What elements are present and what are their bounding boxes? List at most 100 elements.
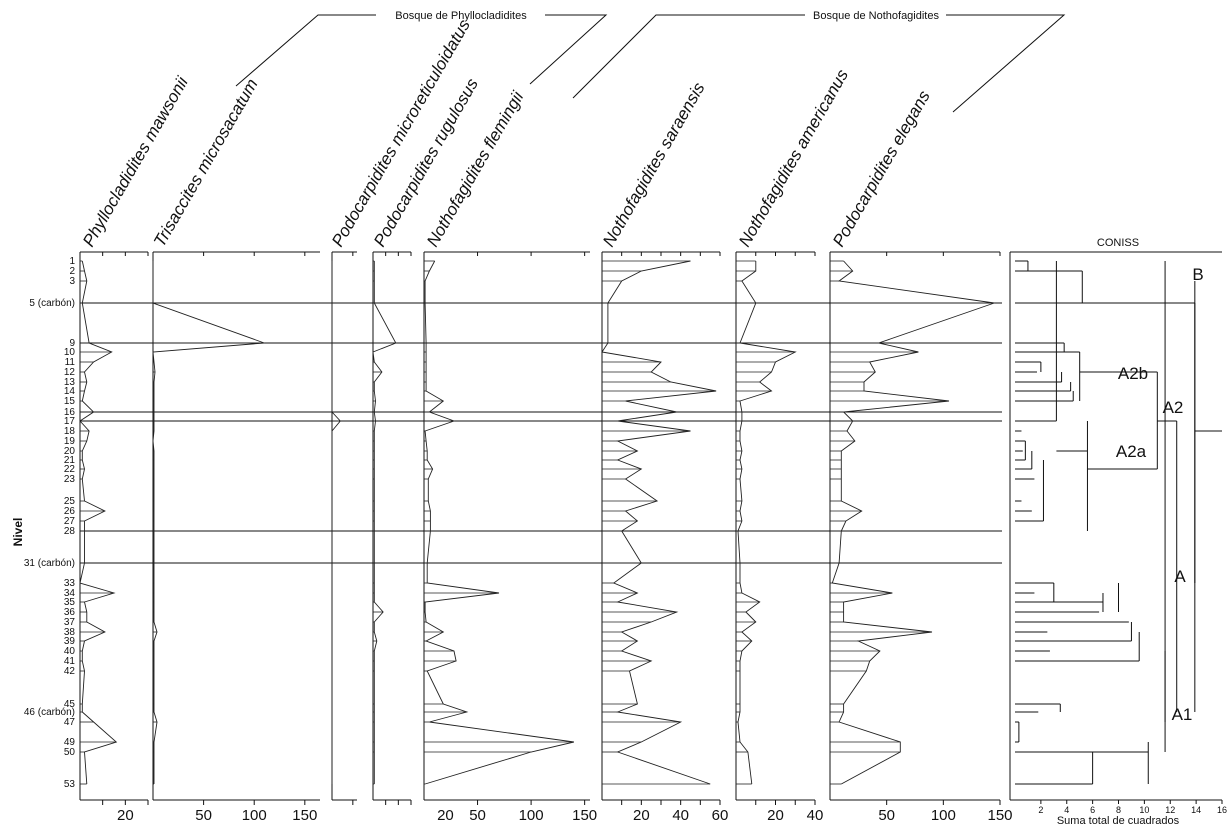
level-label: 15 — [64, 396, 76, 407]
tick-label: 100 — [931, 807, 956, 824]
dendro-tick-label: 12 — [1165, 805, 1175, 815]
tick-label: 150 — [572, 807, 597, 824]
dendro-tick-label: 8 — [1116, 805, 1121, 815]
panel-1: 50 100 150 — [152, 251, 320, 824]
tick-label: 20 — [767, 807, 784, 824]
dendro-tick-label: 16 — [1217, 805, 1227, 815]
dendro-tick-label: 6 — [1090, 805, 1095, 815]
series-curve — [831, 260, 995, 785]
y-axis-label: Nivel — [11, 518, 25, 547]
level-label: 38 — [64, 627, 76, 638]
level-label: 10 — [64, 347, 76, 358]
series-curve — [372, 261, 397, 784]
tick-label: 100 — [519, 807, 544, 824]
level-label: 14 — [64, 386, 76, 397]
tick-label: 60 — [712, 807, 729, 824]
level-label: 40 — [64, 646, 76, 657]
series-curve — [424, 260, 575, 785]
level-label: 23 — [64, 474, 76, 485]
dendro-xlabel: Suma total de cuadrados — [1057, 815, 1180, 827]
group-bracket-right — [529, 14, 608, 85]
group-header-nothofagidites: Bosque de Nothofagidites — [572, 10, 1066, 113]
level-label: 34 — [64, 588, 76, 599]
tick-label: 150 — [987, 807, 1012, 824]
panels: 20 50 100 150 20 50 100 150 20 40 60 20 40 50 100 150 — [79, 251, 1013, 824]
level-label: 33 — [64, 578, 76, 589]
tick-label: 20 — [437, 807, 454, 824]
series-curve — [601, 260, 717, 785]
level-label: 45 — [64, 699, 76, 710]
tick-label: 150 — [292, 807, 317, 824]
level-label: 18 — [64, 426, 76, 437]
coniss-dendrogram: CONISS 2 4 6 8 10 12 14 16 Suma total de cuadrado… — [1009, 237, 1227, 827]
level-label: 36 — [64, 607, 76, 618]
level-label: 20 — [64, 446, 76, 457]
series-curve — [152, 261, 265, 784]
group-bracket-left — [572, 14, 805, 99]
group-label: Bosque de Phyllocladidites — [395, 10, 527, 22]
cluster-label: A2a — [1116, 442, 1147, 461]
level-label: 13 — [64, 377, 76, 388]
level-label: 28 — [64, 526, 76, 537]
level-label: 22 — [64, 464, 76, 475]
level-label: 31 (carbón) — [24, 558, 75, 569]
dendro-title: CONISS — [1097, 237, 1139, 249]
tick-label: 100 — [242, 807, 267, 824]
level-label: 35 — [64, 597, 76, 608]
level-label: 53 — [64, 779, 76, 790]
tick-label: 50 — [878, 807, 895, 824]
group-headers: Bosque de Phyllocladidites Bosque de Noth… — [235, 10, 1066, 113]
level-label: 26 — [64, 506, 76, 517]
level-label: 17 — [64, 416, 76, 427]
level-label: 25 — [64, 496, 76, 507]
group-bracket-right — [946, 14, 1066, 113]
cluster-label: A2b — [1118, 364, 1148, 383]
species-label: Podocarpidites elegans — [829, 87, 934, 250]
panel-2 — [331, 251, 357, 805]
species-label: Nothofagidites americanus — [735, 66, 852, 250]
dendro-tick-label: 10 — [1139, 805, 1149, 815]
dendro-tick-label: 2 — [1038, 805, 1043, 815]
tick-label: 50 — [469, 807, 486, 824]
panel-4: 20 50 100 150 — [423, 251, 597, 824]
dendro-tick-label: 4 — [1064, 805, 1069, 815]
level-label: 27 — [64, 516, 76, 527]
series-curve — [331, 261, 341, 784]
panel-6: 20 40 — [735, 251, 823, 824]
level-label: 11 — [65, 357, 76, 368]
panel-7: 50 100 150 — [829, 251, 1013, 824]
level-label: 9 — [69, 338, 75, 349]
level-label: 21 — [64, 455, 76, 466]
tick-label: 20 — [633, 807, 650, 824]
level-label: 12 — [64, 367, 76, 378]
series-curve — [737, 261, 797, 785]
dendro-tick-label: 14 — [1191, 805, 1201, 815]
level-label: 1 — [69, 256, 75, 267]
cluster-label: A — [1174, 567, 1186, 586]
level-label: 37 — [64, 617, 76, 628]
level-label: 39 — [64, 636, 76, 647]
cluster-label: A2 — [1163, 398, 1184, 417]
level-label: 3 — [69, 276, 75, 287]
level-label: 2 — [69, 266, 75, 277]
cluster-label: B — [1192, 265, 1203, 284]
level-label: 49 — [64, 737, 76, 748]
cluster-label: A1 — [1172, 705, 1193, 724]
tick-label: 40 — [672, 807, 689, 824]
tick-label: 20 — [117, 807, 134, 824]
level-label: 42 — [64, 666, 76, 677]
group-header-phyllocladidites: Bosque de Phyllocladidites — [235, 10, 608, 87]
species-label: Nothofagidites flemingii — [423, 87, 528, 250]
panel-0: 20 — [79, 251, 149, 824]
level-label: 50 — [64, 747, 76, 758]
group-bracket-left — [235, 14, 376, 87]
level-label: 5 (carbón) — [29, 298, 75, 309]
level-label: 41 — [64, 656, 76, 667]
group-label: Bosque de Nothofagidites — [813, 10, 939, 22]
level-label: 46 (carbón) — [24, 707, 75, 718]
level-label: 19 — [64, 436, 76, 447]
series-curve — [79, 260, 118, 785]
level-label: 47 — [64, 717, 76, 728]
